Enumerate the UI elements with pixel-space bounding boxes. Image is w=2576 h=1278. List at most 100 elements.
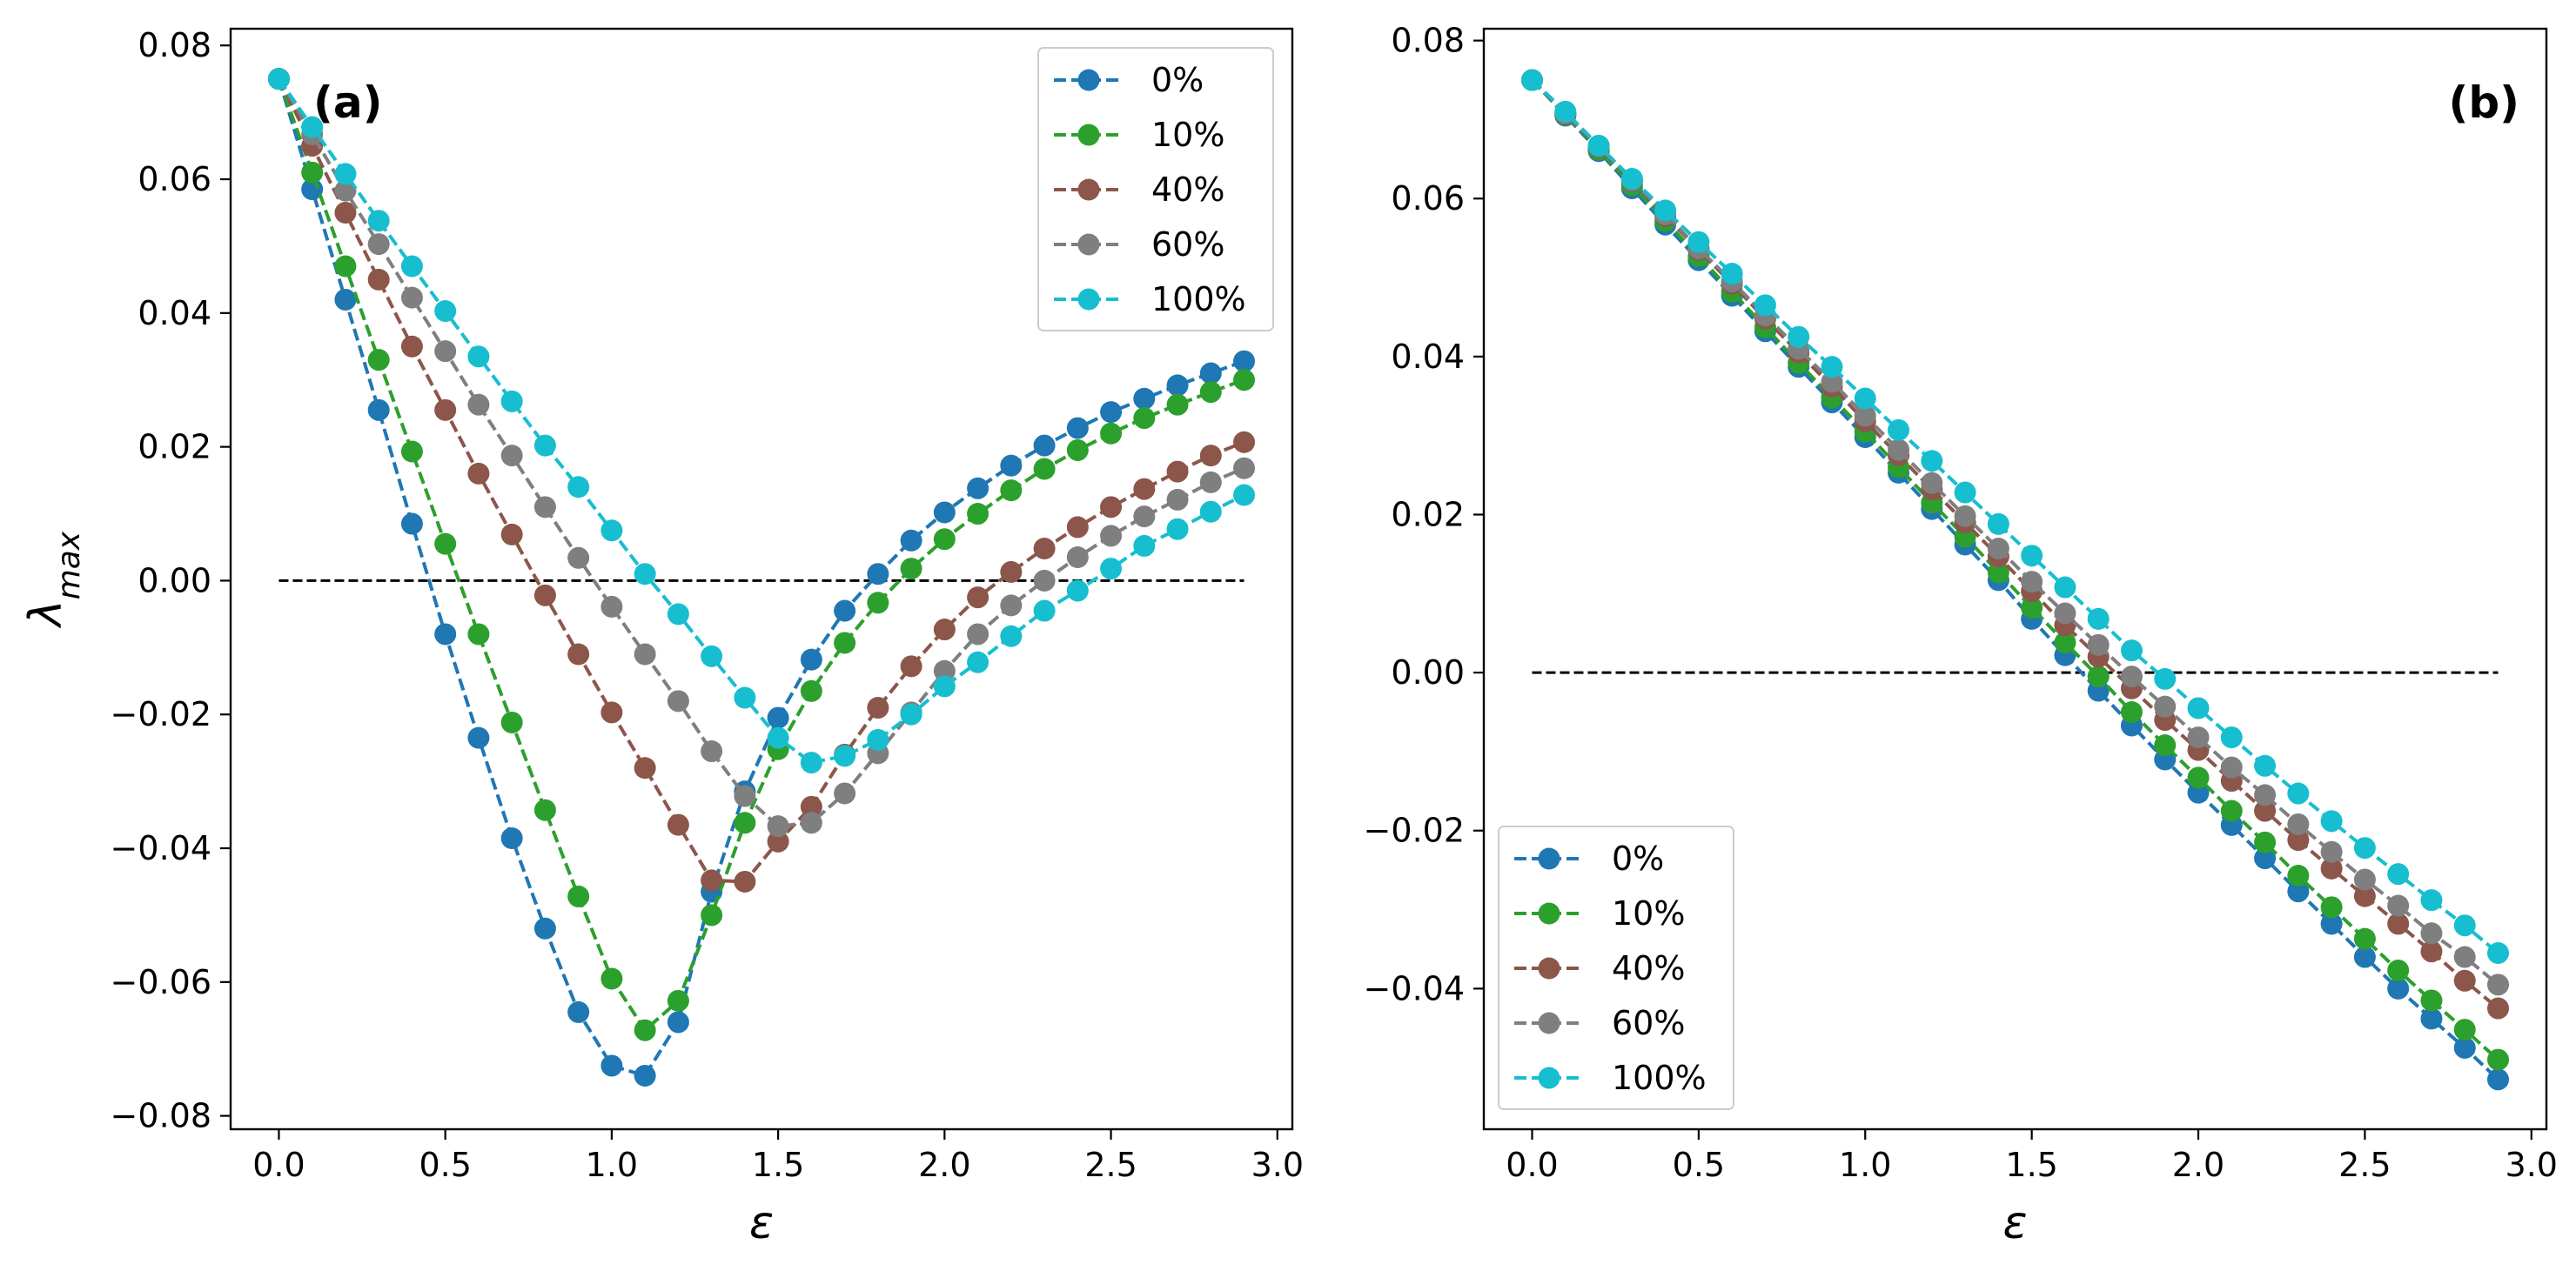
data-point xyxy=(434,300,457,323)
data-point xyxy=(2087,666,2110,688)
x-tick-label: 2.0 xyxy=(2172,1146,2224,1184)
data-point xyxy=(467,462,490,485)
data-point xyxy=(634,1064,656,1087)
data-point xyxy=(1199,445,1222,467)
data-point xyxy=(467,393,490,416)
data-point xyxy=(800,648,822,671)
data-point xyxy=(1954,481,1976,504)
data-point xyxy=(533,917,556,940)
data-point xyxy=(1687,231,1710,253)
data-point xyxy=(400,286,423,309)
legend-b: 0% 10% 40% 60% 100% xyxy=(1498,826,1734,1110)
data-point xyxy=(767,830,789,853)
data-point xyxy=(834,632,856,654)
legend-entry: 100% xyxy=(1054,280,1246,318)
data-point xyxy=(267,68,290,90)
data-point xyxy=(600,1054,623,1077)
data-point xyxy=(567,546,590,569)
data-point xyxy=(900,703,922,726)
data-point xyxy=(667,813,689,836)
data-point xyxy=(2387,863,2410,886)
legend-marker xyxy=(1077,178,1100,201)
data-point xyxy=(1100,422,1123,445)
data-point xyxy=(1166,518,1189,540)
data-point xyxy=(400,440,423,463)
data-point xyxy=(834,782,856,805)
data-point xyxy=(734,870,756,893)
data-point xyxy=(1199,471,1222,493)
y-tick-label: 0.04 xyxy=(1391,338,1465,376)
plot-frame xyxy=(229,27,1294,1131)
data-point xyxy=(1133,387,1156,410)
data-point xyxy=(1033,569,1056,592)
data-point xyxy=(1066,579,1089,602)
x-tick-label: 3.0 xyxy=(2506,1146,2558,1184)
legend-label: 40% xyxy=(1151,171,1224,209)
y-tick-label: −0.04 xyxy=(111,829,211,867)
data-point xyxy=(334,163,357,185)
data-point xyxy=(567,476,590,498)
data-point xyxy=(1199,500,1222,523)
data-point xyxy=(867,563,889,585)
data-point xyxy=(2387,913,2410,935)
data-point xyxy=(1199,362,1222,385)
data-point xyxy=(967,503,989,525)
data-point xyxy=(2487,974,2509,996)
legend-box xyxy=(1498,826,1734,1110)
data-point xyxy=(2254,800,2277,822)
y-axis-label-main: λ xyxy=(20,599,72,629)
panel-label-a: (a) xyxy=(313,77,382,128)
data-point xyxy=(767,726,789,749)
data-point xyxy=(1033,538,1056,560)
data-point xyxy=(1854,387,1876,410)
data-point xyxy=(367,210,390,232)
data-point xyxy=(967,623,989,646)
legend-marker xyxy=(1538,957,1560,980)
legend-label: 0% xyxy=(1151,61,1204,99)
data-point xyxy=(533,496,556,519)
data-point xyxy=(1033,434,1056,457)
data-point xyxy=(2420,889,2443,912)
data-point xyxy=(1821,371,1843,393)
y-tick-label: 0.08 xyxy=(138,26,211,64)
data-point xyxy=(500,390,523,412)
data-point xyxy=(2420,940,2443,963)
data-point xyxy=(1888,438,1910,461)
series-line xyxy=(277,77,1245,884)
data-point xyxy=(434,623,457,646)
x-tick-label: 1.0 xyxy=(586,1146,638,1184)
data-point xyxy=(634,643,656,666)
data-point xyxy=(2420,1007,2443,1030)
data-point xyxy=(634,1019,656,1041)
data-point xyxy=(1166,460,1189,483)
data-point xyxy=(800,812,822,834)
data-point xyxy=(1954,505,1976,527)
series-100pct xyxy=(267,68,1256,774)
legend-entry: 60% xyxy=(1054,225,1224,264)
data-point xyxy=(2220,800,2243,822)
data-point xyxy=(1233,431,1256,453)
data-point xyxy=(1000,625,1023,647)
legend-entry: 0% xyxy=(1514,840,1664,878)
data-point xyxy=(1166,488,1189,511)
data-point xyxy=(500,826,523,849)
y-tick-label: 0.02 xyxy=(138,428,211,466)
data-point xyxy=(2187,697,2210,719)
legend-marker xyxy=(1538,902,1560,925)
legend-marker xyxy=(1538,1067,1560,1089)
data-point xyxy=(2453,946,2476,968)
data-point xyxy=(434,532,457,555)
y-tick-label: 0.00 xyxy=(138,561,211,599)
x-tick-label: 0.5 xyxy=(419,1146,471,1184)
data-point xyxy=(634,563,656,585)
data-point xyxy=(800,752,822,774)
data-point xyxy=(734,785,756,807)
data-point xyxy=(2453,1036,2476,1059)
y-axis-label-subscript: max xyxy=(51,531,87,599)
data-point xyxy=(900,655,922,678)
data-point xyxy=(2054,632,2076,654)
data-point xyxy=(400,335,423,358)
data-point xyxy=(634,757,656,780)
data-point xyxy=(2287,813,2310,835)
data-point xyxy=(2087,607,2110,630)
